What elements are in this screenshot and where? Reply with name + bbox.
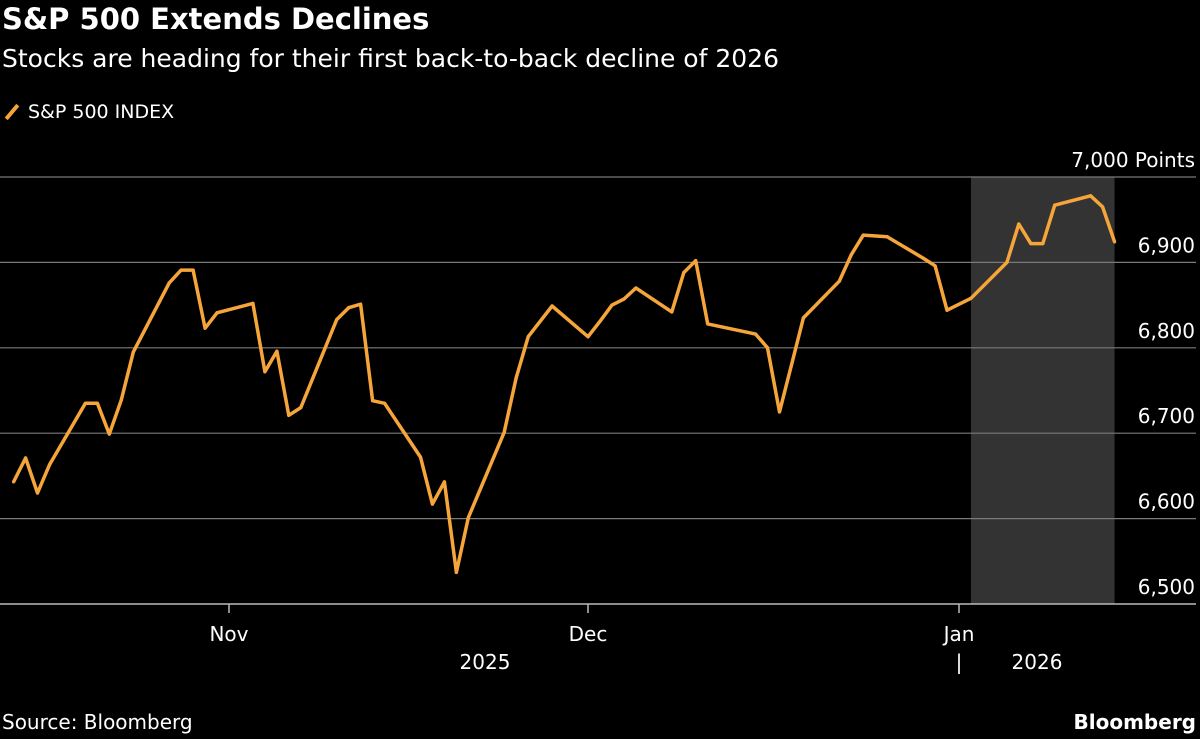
data-point [287,413,291,417]
data-point [299,405,303,410]
x-tick-label: Dec [569,622,608,646]
data-point [179,268,183,272]
y-tick-label: 7,000 Points [1071,148,1195,172]
data-point [1017,222,1021,226]
data-point [335,318,339,322]
data-point [107,432,111,436]
highlight-band [970,177,1115,604]
data-point [837,279,841,283]
year-label: | [956,650,963,674]
data-point [23,456,28,460]
y-tick-label: 6,900 [1138,233,1195,257]
chart-title: S&P 500 Extends Declines [2,2,430,36]
data-point [610,303,614,307]
data-point [514,376,518,380]
data-point [359,302,363,306]
data-point [131,350,135,354]
data-point [849,253,853,257]
data-point [119,398,123,402]
data-point [885,235,889,239]
legend: S&P 500 INDEX [2,101,174,123]
data-point [634,286,638,290]
data-point [1005,260,1009,264]
y-tick-label: 6,500 [1138,575,1195,599]
data-point [694,259,698,263]
year-label: 2025 [460,650,511,674]
data-point [466,516,470,520]
data-point [765,346,770,350]
data-point [921,256,925,260]
data-point [442,480,447,484]
data-point [622,297,626,301]
y-tick-label: 6,800 [1138,319,1195,343]
data-point [861,233,865,237]
data-point [215,311,219,315]
brand-logo: Bloomberg [1073,710,1196,734]
year-label: 2026 [1012,650,1063,674]
data-point [945,308,949,312]
data-point [167,281,171,285]
data-point [502,430,506,434]
y-tick-label: 6,600 [1138,490,1195,514]
data-point [1029,242,1033,246]
data-point [203,326,207,330]
data-point [1041,242,1045,246]
legend-label: S&P 500 INDEX [28,101,175,123]
data-point [418,455,423,459]
data-point [526,335,530,339]
data-point [251,301,255,305]
series-line-sp500 [12,194,1117,575]
data-point [1112,240,1117,244]
data-point [682,271,686,275]
data-point [371,399,375,403]
data-point [1053,203,1057,207]
y-tick-label: 6,700 [1138,404,1195,428]
x-tick-label: Jan [942,622,975,646]
data-point [263,370,267,374]
data-point [191,268,195,272]
data-point [83,401,87,405]
data-point [430,502,435,506]
data-point [789,363,794,367]
data-point [933,264,937,268]
data-point [454,570,458,575]
data-point [347,306,351,310]
data-point [95,401,99,405]
data-point [586,335,590,339]
data-point [670,310,674,314]
data-point [801,316,806,320]
data-point [1101,205,1105,209]
chart-subtitle: Stocks are heading for their first back-… [2,44,779,73]
data-point [47,463,52,467]
data-point [777,410,782,414]
data-point [382,401,387,405]
data-point [753,332,758,336]
data-point [1089,194,1093,198]
data-point [969,296,973,300]
data-point [35,491,40,495]
data-point [598,319,602,323]
data-point [550,304,554,308]
data-point [706,322,710,326]
x-tick-label: Nov [209,622,248,646]
data-point [11,480,16,484]
data-point [275,349,279,353]
source-note: Source: Bloomberg [2,710,193,734]
